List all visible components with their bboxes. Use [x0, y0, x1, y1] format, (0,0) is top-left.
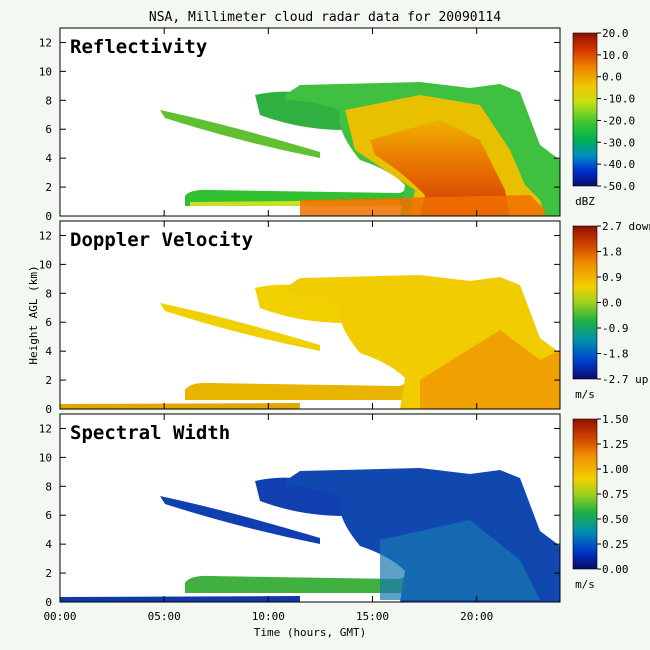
- figure-title: NSA, Millimeter cloud radar data for 200…: [149, 10, 501, 25]
- colorbar-tick-label: 1.50: [602, 413, 629, 426]
- y-tick-label: 8: [45, 480, 52, 493]
- panel-title: Spectral Width: [70, 422, 230, 444]
- y-tick-label: 10: [39, 65, 52, 78]
- plot-frame: [59, 27, 561, 217]
- y-tick-label: 6: [45, 316, 52, 329]
- x-axis: 00:00 05:00 10:00 15:00 20:00: [43, 28, 493, 623]
- y-axis: 0 2 4 6 8 10 12: [39, 36, 560, 223]
- x-tick-label: 05:00: [148, 610, 181, 623]
- colorbar: [572, 225, 598, 380]
- panel-reflectivity: Reflectivity 0 2 4 6 8 10 12 20.0 10.0 0.0 -10.0 -…: [39, 27, 635, 223]
- surface-band: [60, 403, 300, 409]
- colorbar-tick-label: 1.25: [602, 438, 629, 451]
- colorbar-tick-label: -50.0: [602, 180, 635, 193]
- upper-layer-tail: [160, 496, 320, 544]
- y-tick-label: 2: [45, 181, 52, 194]
- surface-band: [60, 596, 300, 602]
- y-tick-label: 12: [39, 229, 52, 242]
- colorbar-tick-label: -40.0: [602, 158, 635, 171]
- echo-layer: [160, 82, 560, 216]
- colorbar-tick-label: 0.9: [602, 271, 622, 284]
- panel-title: Doppler Velocity: [70, 229, 253, 251]
- y-tick-label: 12: [39, 422, 52, 435]
- deep-system-core: [370, 120, 510, 216]
- colorbar-tick-label: 10.0: [602, 49, 629, 62]
- colorbar-unit: m/s: [575, 578, 595, 591]
- colorbar: [572, 418, 598, 570]
- y-tick-label: 0: [45, 210, 52, 223]
- panel-spectral-width: Spectral Width 0 2 4 6 8 10 12 00:00 05:00 10:00…: [39, 28, 629, 639]
- colorbar-tick-label: 20.0: [602, 27, 629, 40]
- colorbar-axis: 2.7 down 1.8 0.9 0.0 -0.9 -1.8 -2.7 up: [597, 220, 650, 386]
- echo-layer: [60, 275, 560, 409]
- colorbar-tick-label: 1.00: [602, 463, 629, 476]
- deep-system-core: [420, 330, 560, 409]
- y-tick-label: 4: [45, 538, 52, 551]
- upper-layer-tail: [160, 303, 320, 351]
- colorbar-tick-label: 0.00: [602, 563, 629, 576]
- panel-doppler-velocity: Doppler Velocity 0 2 4 6 8 10 12 Height AGL (k…: [27, 220, 650, 416]
- colorbar-tick-label: -10.0: [602, 93, 635, 106]
- plot-frame: [59, 413, 561, 603]
- colorbar: [572, 32, 598, 187]
- y-tick-label: 12: [39, 36, 52, 49]
- y-tick-label: 6: [45, 509, 52, 522]
- y-tick-label: 10: [39, 451, 52, 464]
- colorbar-tick-label: 0.50: [602, 513, 629, 526]
- upper-layer-tail: [160, 110, 320, 158]
- panel-title: Reflectivity: [70, 36, 207, 58]
- echo-layer: [60, 468, 560, 602]
- x-axis-label: Time (hours, GMT): [254, 626, 367, 639]
- y-axis-label: Height AGL (km): [27, 265, 40, 364]
- surface-band: [300, 195, 545, 216]
- colorbar-tick-label: 0.75: [602, 488, 629, 501]
- y-tick-label: 4: [45, 345, 52, 358]
- colorbar-tick-label: 0.0: [602, 297, 622, 310]
- colorbar-tick-label: -0.9: [602, 322, 629, 335]
- colorbar-unit: m/s: [575, 388, 595, 401]
- low-cloud-layer: [185, 574, 415, 593]
- colorbar-axis: 1.50 1.25 1.00 0.75 0.50 0.25 0.00: [597, 413, 629, 576]
- colorbar-tick-label: 1.8: [602, 246, 622, 259]
- y-tick-label: 2: [45, 374, 52, 387]
- colorbar-unit: dBZ: [575, 195, 595, 208]
- colorbar-tick-label: 2.7 down: [602, 220, 650, 233]
- x-tick-label: 15:00: [356, 610, 389, 623]
- deep-system-core: [380, 520, 540, 600]
- colorbar-tick-label: 0.0: [602, 71, 622, 84]
- y-tick-label: 8: [45, 94, 52, 107]
- x-tick-label: 00:00: [43, 610, 76, 623]
- colorbar-axis: 20.0 10.0 0.0 -10.0 -20.0 -30.0 -40.0 -50.0: [597, 27, 635, 193]
- y-axis: 0 2 4 6 8 10 12: [39, 422, 560, 609]
- colorbar-tick-label: -2.7 up: [602, 373, 648, 386]
- colorbar-tick-label: -1.8: [602, 348, 629, 361]
- y-tick-label: 4: [45, 152, 52, 165]
- low-cloud-layer: [185, 381, 415, 400]
- y-tick-label: 0: [45, 403, 52, 416]
- colorbar-tick-label: -30.0: [602, 136, 635, 149]
- plot-frame: [59, 220, 561, 410]
- colorbar-tick-label: -20.0: [602, 114, 635, 127]
- y-axis: 0 2 4 6 8 10 12: [39, 229, 560, 416]
- y-tick-label: 0: [45, 596, 52, 609]
- y-tick-label: 2: [45, 567, 52, 580]
- x-tick-label: 10:00: [252, 610, 285, 623]
- y-tick-label: 10: [39, 258, 52, 271]
- y-tick-label: 8: [45, 287, 52, 300]
- y-tick-label: 6: [45, 123, 52, 136]
- colorbar-tick-label: 0.25: [602, 538, 629, 551]
- x-tick-label: 20:00: [460, 610, 493, 623]
